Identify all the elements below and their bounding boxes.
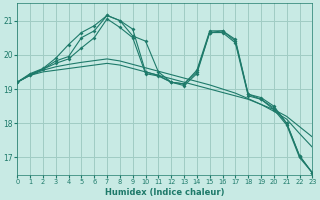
X-axis label: Humidex (Indice chaleur): Humidex (Indice chaleur) [105,188,225,197]
